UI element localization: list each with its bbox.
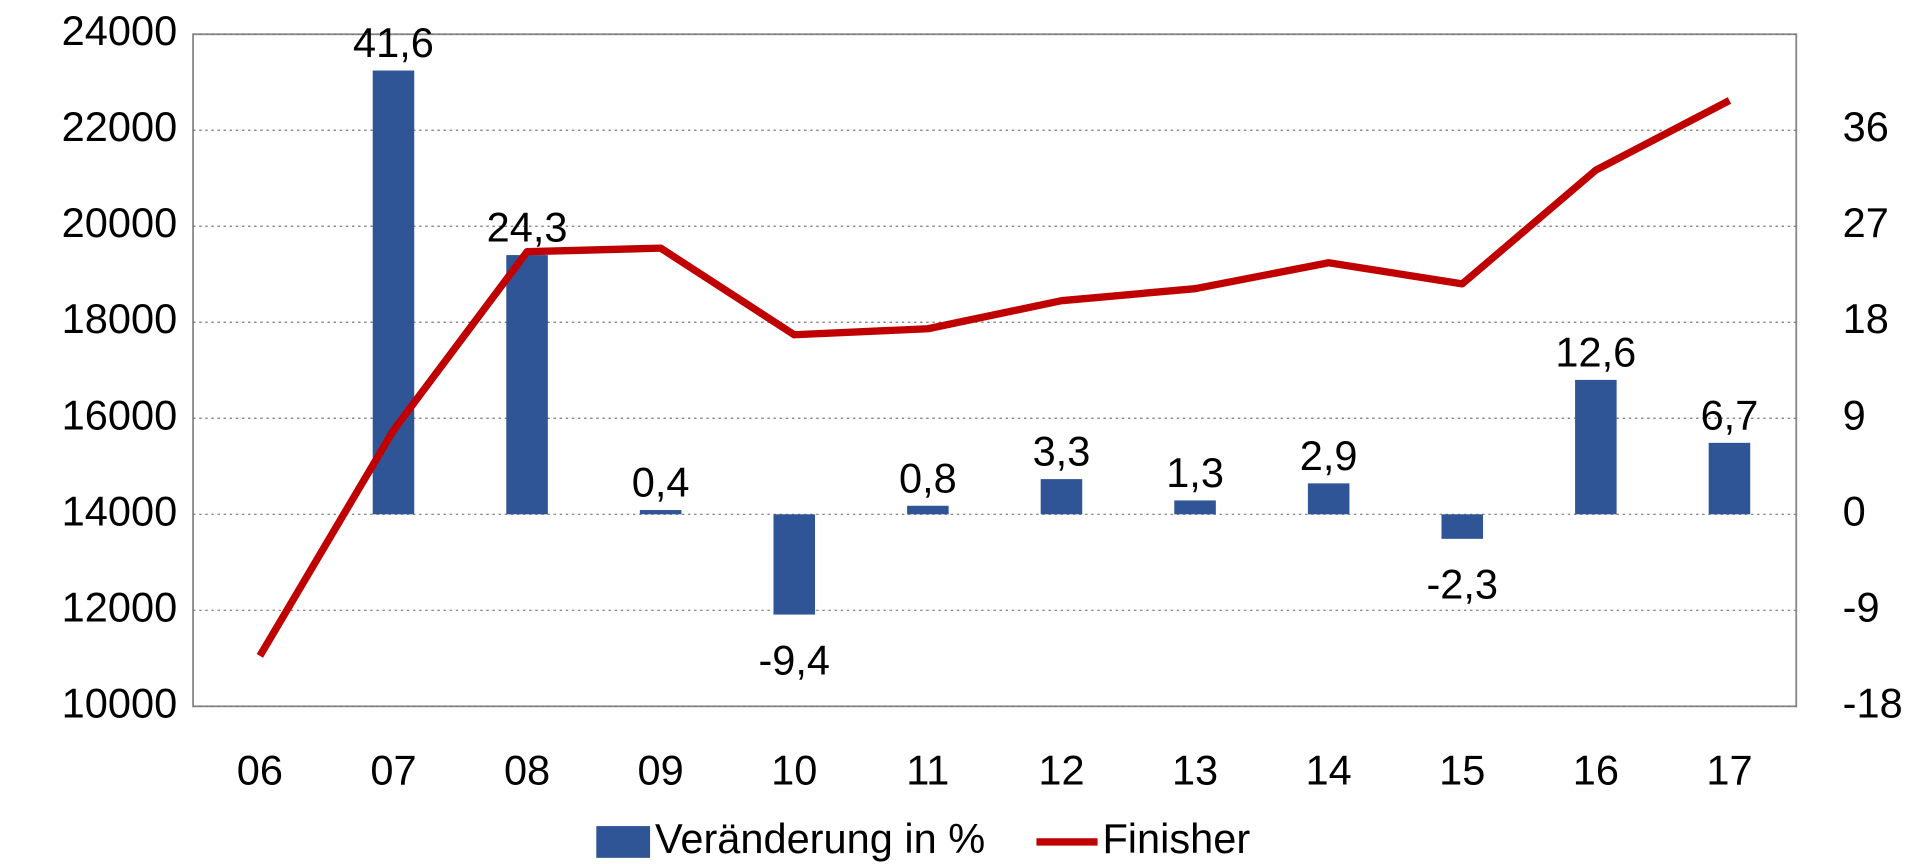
bar — [1575, 379, 1617, 515]
bar — [773, 514, 816, 615]
data-label: 3,3 — [1033, 428, 1091, 475]
data-label: -9,4 — [758, 636, 830, 683]
data-label: -2,3 — [1426, 561, 1498, 608]
line — [256, 97, 1732, 658]
legend-swatch — [596, 826, 651, 858]
data-label: 0,8 — [899, 454, 957, 501]
x-tick-label: 14 — [1306, 747, 1352, 794]
bar — [907, 505, 949, 515]
y-tick-label: 20000 — [62, 199, 178, 246]
x-tick-label: 11 — [906, 747, 949, 794]
bar — [1174, 500, 1216, 515]
x-tick-label: 17 — [1706, 747, 1752, 794]
x-tick-label: 13 — [1172, 747, 1218, 794]
legend-label: Veränderung in % — [655, 815, 985, 862]
bar — [372, 70, 415, 515]
y-tick-label: 22000 — [62, 103, 178, 150]
data-label: 41,6 — [353, 19, 434, 66]
x-tick-label: 09 — [638, 747, 684, 794]
data-label: 1,3 — [1166, 449, 1224, 496]
y2-tick-label: 0 — [1843, 487, 1866, 534]
x-tick-label: 08 — [504, 747, 550, 794]
y2-tick-label: 18 — [1843, 295, 1889, 342]
y2-tick-label: -9 — [1843, 583, 1880, 630]
legend-label: Finisher — [1102, 815, 1250, 862]
x-tick-label: 10 — [771, 747, 817, 794]
x-tick-label: 16 — [1573, 747, 1619, 794]
y-tick-label: 14000 — [62, 487, 178, 534]
y-tick-label: 16000 — [62, 391, 178, 438]
data-label: 0,4 — [632, 459, 690, 506]
y-tick-label: 24000 — [62, 7, 178, 54]
x-tick-label: 07 — [370, 747, 416, 794]
data-label: 12,6 — [1555, 328, 1636, 375]
bar — [1040, 479, 1083, 515]
x-tick-label: 06 — [237, 747, 283, 794]
x-tick-label: 15 — [1439, 747, 1485, 794]
data-label: 6,7 — [1701, 391, 1759, 438]
bar — [639, 510, 682, 515]
y-tick-label: 18000 — [62, 295, 178, 342]
y2-tick-label: 36 — [1843, 103, 1889, 150]
data-label: 2,9 — [1300, 432, 1358, 479]
y2-tick-label: 9 — [1843, 391, 1866, 438]
y-tick-label: 12000 — [62, 583, 178, 630]
data-label: 24,3 — [487, 204, 568, 251]
bar — [506, 255, 548, 515]
y2-tick-label: -18 — [1843, 679, 1903, 726]
y-tick-label: 10000 — [62, 679, 178, 726]
bar — [1307, 483, 1350, 515]
bar — [1708, 442, 1751, 515]
x-tick-label: 12 — [1038, 747, 1084, 794]
bar — [1441, 514, 1484, 539]
y2-tick-label: 27 — [1843, 199, 1889, 246]
